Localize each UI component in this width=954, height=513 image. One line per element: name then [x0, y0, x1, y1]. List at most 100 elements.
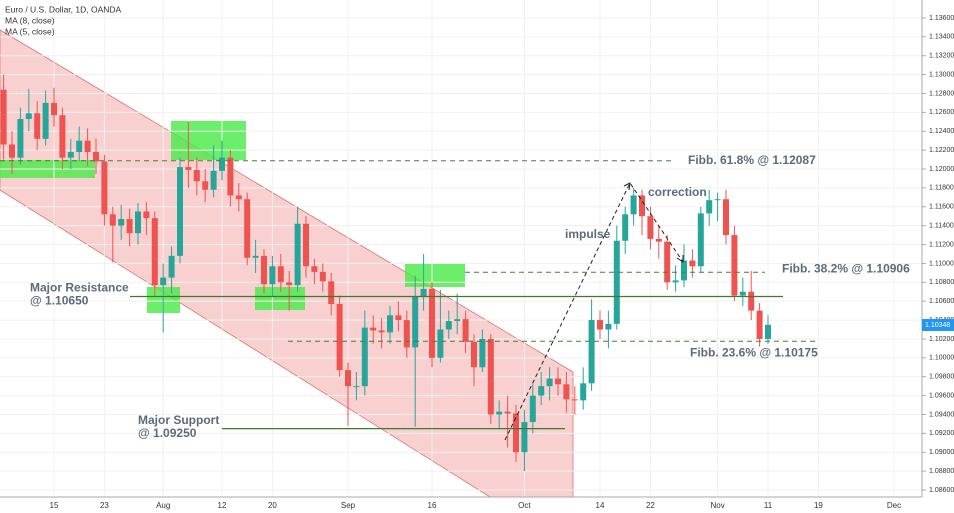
level-label: Major Support — [138, 413, 219, 427]
candle-body — [529, 395, 536, 423]
legend-entry: MA (5, close) — [5, 26, 55, 36]
candle-body — [571, 399, 578, 401]
x-tick-label: Oct — [518, 501, 531, 510]
candle-body — [244, 199, 251, 258]
y-tick-label: 1.13600 — [929, 15, 954, 22]
candle-body — [597, 320, 603, 330]
y-tick-label: 1.11200 — [929, 241, 954, 248]
candle-body — [563, 384, 570, 400]
candle-body — [193, 169, 200, 182]
x-tick-label: Nov — [710, 501, 724, 510]
grid — [0, 0, 922, 497]
y-tick-label: 1.08600 — [929, 487, 954, 494]
candle-body — [420, 288, 427, 297]
candle-body — [185, 167, 192, 170]
legend-entry: MA (8, close) — [5, 15, 55, 25]
zone — [405, 264, 465, 287]
axes: 1.08600 1.08800 1.09000 1.09200 1.09400 1.096… — [50, 15, 954, 510]
candle-body — [277, 266, 284, 283]
candle-body — [613, 240, 620, 324]
candle-body — [345, 370, 351, 387]
candle-body — [151, 218, 158, 286]
candles — [0, 74, 771, 472]
candle-body — [748, 291, 755, 311]
candle-body — [17, 118, 24, 158]
candle-body — [630, 195, 637, 215]
x-tick-label: 14 — [596, 501, 605, 510]
candle-body — [655, 238, 662, 242]
y-tick-label: 1.12400 — [929, 128, 954, 135]
y-tick-label: 1.09800 — [929, 374, 954, 381]
y-tick-label: 1.09600 — [929, 392, 954, 399]
candle-body — [487, 338, 494, 415]
candle-body — [0, 89, 7, 145]
candle-body — [496, 411, 503, 415]
candle-body — [479, 338, 486, 368]
y-tick-label: 1.09200 — [929, 430, 954, 437]
candle-body — [437, 329, 444, 358]
candle-body — [681, 260, 687, 281]
arrow-head — [676, 255, 684, 263]
y-tick-label: 1.09400 — [929, 411, 954, 418]
candle-body — [672, 280, 679, 283]
x-tick-label: 20 — [268, 501, 277, 510]
level-label: Fibb. 38.2% @ 1.10906 — [782, 261, 910, 275]
y-tick-label: 1.11400 — [929, 222, 954, 229]
y-tick-label: 1.12200 — [929, 147, 954, 154]
y-tick-label: 1.10200 — [929, 336, 954, 343]
candle-body — [706, 200, 713, 214]
y-tick-label: 1.12800 — [929, 90, 954, 97]
candle-body — [219, 157, 225, 171]
y-tick-label: 1.10800 — [929, 279, 954, 286]
x-tick-label: 23 — [100, 501, 109, 510]
zone — [255, 287, 305, 310]
candle-body — [387, 315, 393, 333]
annotation: impulse — [565, 227, 611, 241]
y-tick-label: 1.13000 — [929, 71, 954, 78]
candle-body — [261, 255, 267, 285]
last-price-label: 1.10348 — [925, 322, 950, 329]
candle-body — [622, 214, 629, 241]
x-tick-label: 22 — [646, 501, 655, 510]
y-tick-label: 1.11000 — [929, 260, 954, 267]
y-tick-label: 1.11800 — [929, 185, 954, 192]
level-label: @ 1.09250 — [138, 426, 197, 440]
candle-body — [9, 144, 15, 158]
candle-body — [731, 235, 738, 296]
candle-body — [697, 213, 704, 267]
x-tick-label: Dec — [887, 501, 901, 510]
candle-body — [538, 386, 545, 396]
candle-body — [294, 223, 301, 286]
candle-body — [328, 281, 335, 305]
x-tick-label: 12 — [218, 501, 227, 510]
candle-body — [93, 152, 99, 162]
level-label: Major Resistance — [30, 281, 129, 295]
candle-body — [756, 310, 763, 339]
candle-body — [580, 383, 587, 401]
candle-body — [454, 319, 461, 322]
candle-body — [513, 413, 519, 453]
candle-body — [395, 315, 402, 321]
level-label: @ 1.10650 — [30, 294, 89, 308]
candle-body — [42, 102, 49, 139]
candle-body — [403, 320, 410, 348]
y-tick-label: 1.13400 — [929, 34, 954, 41]
y-tick-label: 1.12000 — [929, 166, 954, 173]
x-tick-label: 19 — [814, 501, 823, 510]
candle-body — [319, 271, 326, 282]
candle-body — [252, 255, 259, 258]
candle-body — [471, 341, 477, 368]
candle-body — [588, 320, 595, 384]
candle-body — [51, 102, 57, 116]
x-tick-label: 11 — [764, 501, 773, 510]
candle-body — [84, 140, 91, 153]
y-tick-label: 1.09000 — [929, 449, 954, 456]
candle-body — [202, 181, 209, 190]
y-tick-label: 1.11600 — [929, 204, 954, 211]
candle-body — [67, 152, 74, 158]
level-label: Fibb. 23.6% @ 1.10175 — [690, 345, 818, 359]
annotation: correction — [648, 185, 707, 199]
level-label: Fibb. 61.8% @ 1.12087 — [688, 153, 816, 167]
x-tick-label: 16 — [428, 501, 437, 510]
candle-body — [143, 211, 150, 219]
